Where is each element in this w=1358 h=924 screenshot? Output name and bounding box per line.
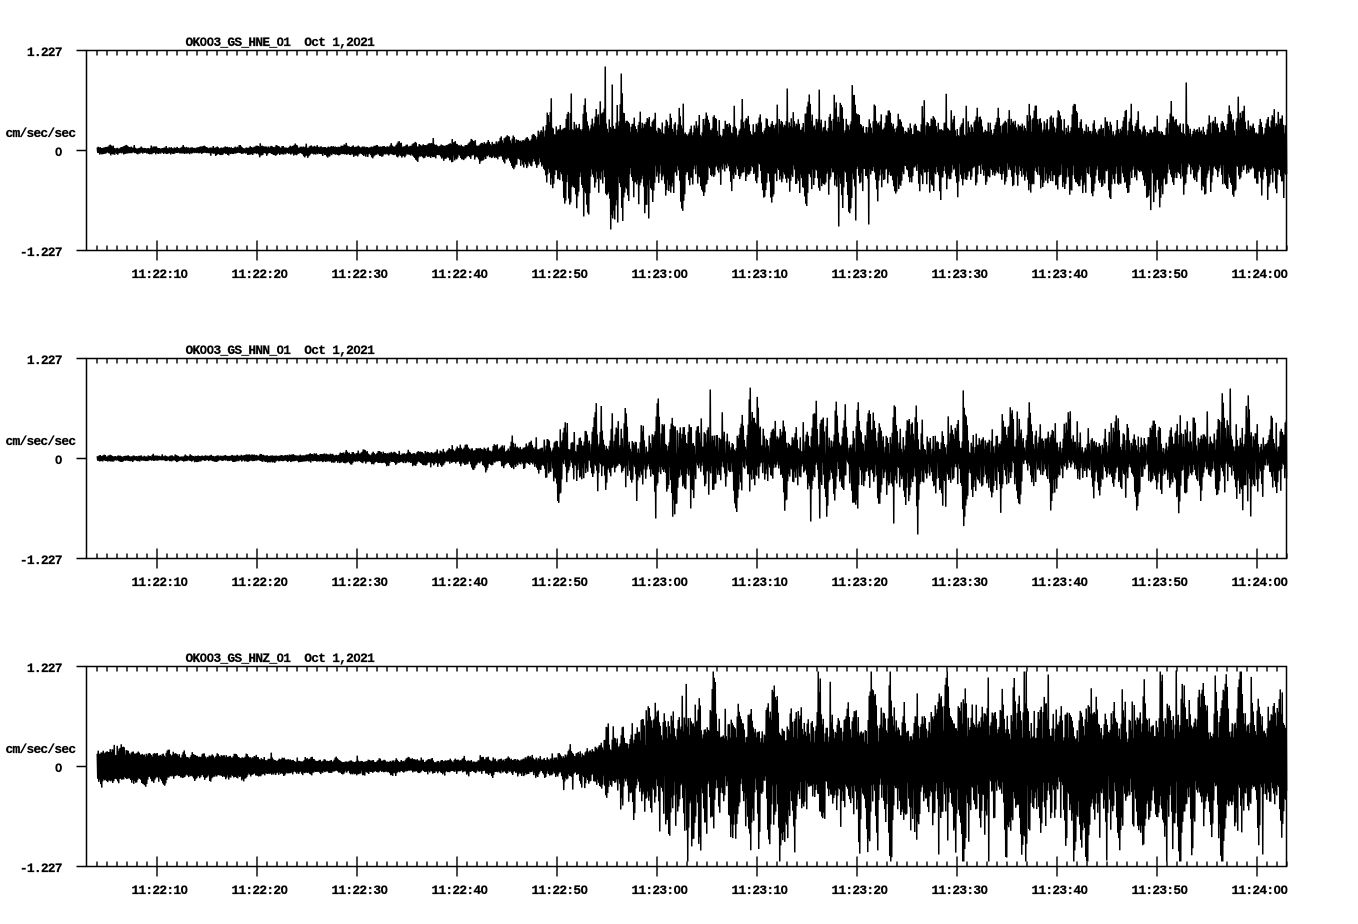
svg-text:11:22:20: 11:22:20: [231, 267, 287, 282]
svg-text:cm/sec/sec: cm/sec/sec: [6, 742, 76, 757]
svg-text:11:23:40: 11:23:40: [1031, 883, 1087, 898]
svg-text:11:24:00: 11:24:00: [1231, 267, 1287, 282]
svg-text:11:22:20: 11:22:20: [231, 575, 287, 590]
svg-text:11:22:10: 11:22:10: [131, 883, 187, 898]
svg-text:11:22:30: 11:22:30: [331, 575, 387, 590]
svg-text:11:22:50: 11:22:50: [531, 575, 587, 590]
svg-text:11:23:40: 11:23:40: [1031, 575, 1087, 590]
svg-text:11:23:00: 11:23:00: [631, 267, 687, 282]
svg-text:11:22:50: 11:22:50: [531, 267, 587, 282]
svg-text:11:23:30: 11:23:30: [931, 575, 987, 590]
svg-text:1.227: 1.227: [27, 353, 62, 368]
svg-text:11:22:40: 11:22:40: [431, 267, 487, 282]
svg-text:11:23:50: 11:23:50: [1131, 883, 1187, 898]
svg-text:11:22:10: 11:22:10: [131, 267, 187, 282]
svg-text:-1.227: -1.227: [20, 245, 62, 260]
svg-text:11:22:50: 11:22:50: [531, 883, 587, 898]
svg-text:11:22:30: 11:22:30: [331, 883, 387, 898]
svg-text:11:24:00: 11:24:00: [1231, 883, 1287, 898]
svg-text:11:23:20: 11:23:20: [831, 883, 887, 898]
svg-text:11:22:20: 11:22:20: [231, 883, 287, 898]
svg-text:11:23:00: 11:23:00: [631, 575, 687, 590]
svg-text:-1.227: -1.227: [20, 861, 62, 876]
svg-text:1.227: 1.227: [27, 661, 62, 676]
svg-text:11:22:40: 11:22:40: [431, 883, 487, 898]
svg-text:11:23:00: 11:23:00: [631, 883, 687, 898]
svg-text:11:23:50: 11:23:50: [1131, 267, 1187, 282]
svg-text:11:23:10: 11:23:10: [731, 575, 787, 590]
svg-text:cm/sec/sec: cm/sec/sec: [6, 434, 76, 449]
svg-text:11:23:30: 11:23:30: [931, 267, 987, 282]
svg-text:11:23:40: 11:23:40: [1031, 267, 1087, 282]
svg-text:11:23:50: 11:23:50: [1131, 575, 1187, 590]
svg-text:11:23:10: 11:23:10: [731, 267, 787, 282]
svg-text:-1.227: -1.227: [20, 553, 62, 568]
svg-text:11:22:40: 11:22:40: [431, 575, 487, 590]
svg-text:11:24:00: 11:24:00: [1231, 575, 1287, 590]
svg-text:11:23:20: 11:23:20: [831, 267, 887, 282]
svg-text:11:23:20: 11:23:20: [831, 575, 887, 590]
svg-text:11:23:10: 11:23:10: [731, 883, 787, 898]
svg-text:11:22:10: 11:22:10: [131, 575, 187, 590]
svg-text:1.227: 1.227: [27, 45, 62, 60]
svg-text:11:22:30: 11:22:30: [331, 267, 387, 282]
svg-text:cm/sec/sec: cm/sec/sec: [6, 126, 76, 141]
svg-text:11:23:30: 11:23:30: [931, 883, 987, 898]
